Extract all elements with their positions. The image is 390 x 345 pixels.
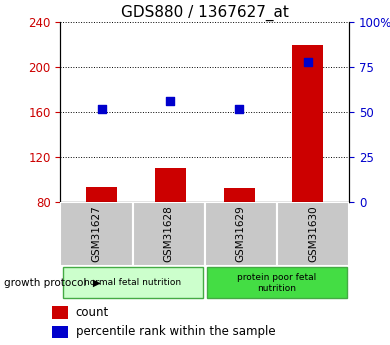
Point: [305, 59, 311, 65]
Text: protein poor fetal
nutrition: protein poor fetal nutrition: [237, 273, 317, 293]
Text: growth protocol  ▶: growth protocol ▶: [4, 278, 101, 288]
Text: normal fetal nutrition: normal fetal nutrition: [84, 278, 181, 287]
Bar: [292, 45, 323, 202]
Point: [167, 99, 174, 104]
Bar: [223, 188, 255, 202]
Bar: [52, 326, 68, 338]
Title: GDS880 / 1367627_at: GDS880 / 1367627_at: [121, 5, 289, 21]
Text: GSM31628: GSM31628: [164, 205, 174, 262]
Text: percentile rank within the sample: percentile rank within the sample: [76, 325, 275, 338]
Text: GSM31629: GSM31629: [236, 205, 246, 262]
Bar: [52, 306, 68, 319]
Bar: [86, 187, 117, 202]
Bar: [207, 267, 347, 298]
Text: GSM31630: GSM31630: [308, 205, 318, 262]
Point: [236, 106, 242, 111]
Bar: [60, 202, 133, 266]
Bar: [133, 202, 205, 266]
Text: GSM31627: GSM31627: [92, 205, 101, 262]
Bar: [155, 168, 186, 202]
Bar: [63, 267, 202, 298]
Point: [99, 106, 105, 111]
Text: count: count: [76, 306, 109, 319]
Bar: [205, 202, 277, 266]
Bar: [277, 202, 349, 266]
